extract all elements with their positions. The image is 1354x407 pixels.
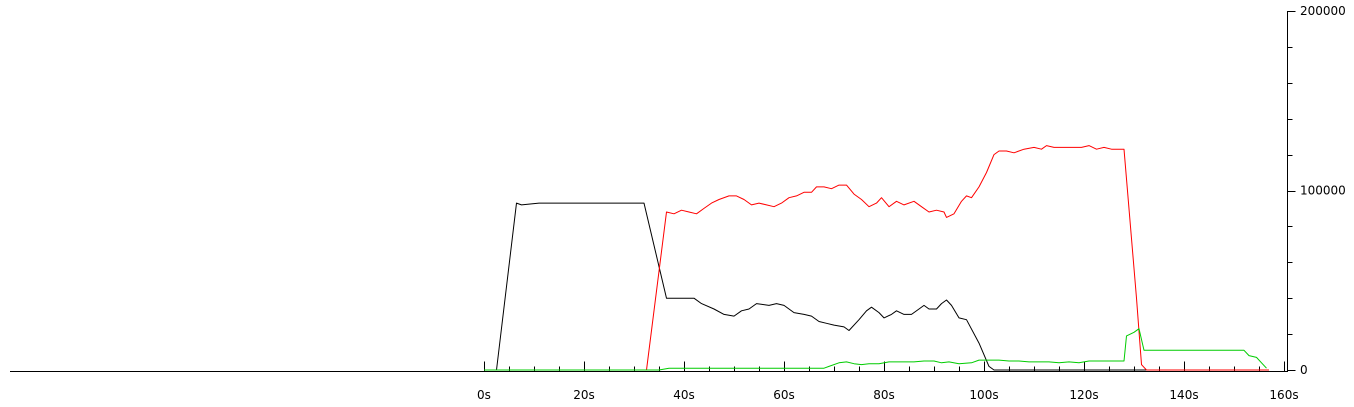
y-tick-label: 0 bbox=[1300, 363, 1308, 377]
y-tick-label: 100000 bbox=[1300, 184, 1346, 198]
x-tick-label: 20s bbox=[573, 388, 595, 402]
x-tick-label: 60s bbox=[773, 388, 795, 402]
series-line-2 bbox=[484, 145, 1269, 371]
x-tick-label: 0s bbox=[477, 388, 491, 402]
x-tick-label: 120s bbox=[1069, 388, 1098, 402]
series-line-1 bbox=[484, 202, 1269, 371]
x-tick-label: 100s bbox=[969, 388, 998, 402]
x-tick-label: 140s bbox=[1169, 388, 1198, 402]
y-tick-label: 200000 bbox=[1300, 4, 1346, 18]
chart-axes bbox=[10, 11, 1288, 372]
series-group bbox=[484, 145, 1269, 371]
x-tick-label: 40s bbox=[673, 388, 695, 402]
x-tick-label: 80s bbox=[873, 388, 895, 402]
series-line-3 bbox=[484, 328, 1267, 371]
x-tick-label: 160s bbox=[1269, 388, 1298, 402]
y-ticks: 200000 100000 0 bbox=[1287, 4, 1346, 377]
x-ticks: 0s 20s 40s 60s 80s 100s 120s 140s 160s bbox=[477, 361, 1299, 402]
